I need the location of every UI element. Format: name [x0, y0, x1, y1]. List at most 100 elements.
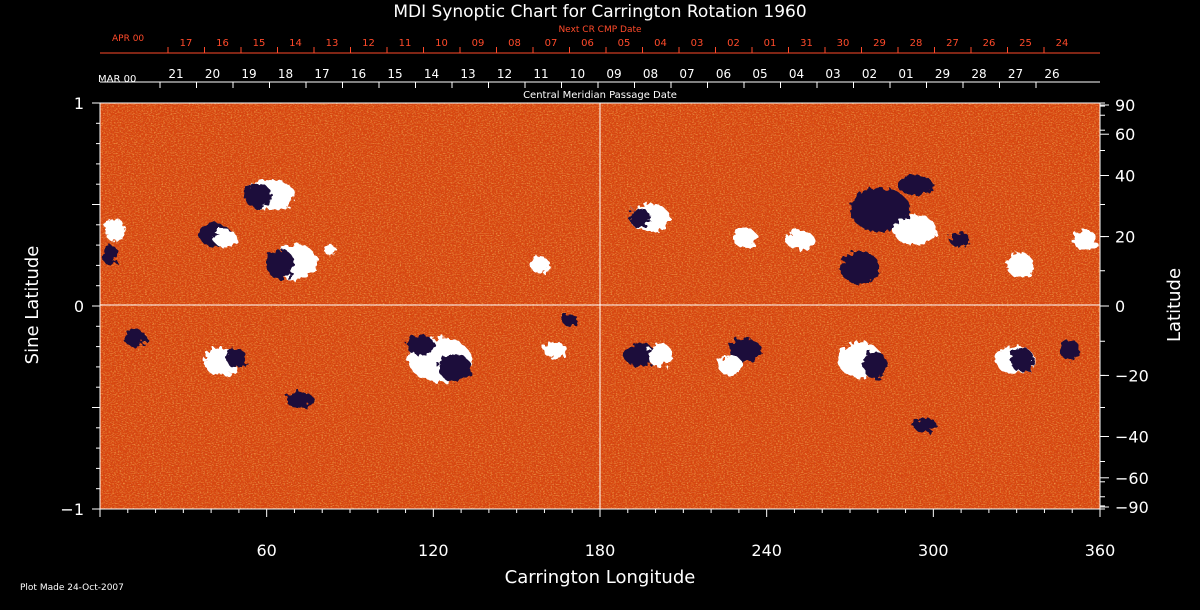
- cmp-date-label: 11: [533, 67, 548, 81]
- x-tick-label: 360: [1085, 541, 1116, 560]
- y-right-tick-label: 20: [1115, 228, 1135, 247]
- next-cr-date-label: 29: [873, 38, 886, 49]
- magnetic-region: [439, 354, 471, 382]
- y-right-tick-label: 90: [1115, 96, 1135, 115]
- magnetic-region: [729, 338, 761, 362]
- next-cr-date-label: 07: [545, 38, 558, 49]
- magnetic-region: [226, 348, 246, 368]
- sine-latitude-axis: 1 0 −1: [60, 94, 100, 519]
- magnetic-region: [648, 343, 672, 367]
- right-axis-title: Latitude: [1164, 268, 1185, 342]
- next-cr-date-label: 09: [472, 38, 485, 49]
- magnetic-region: [897, 175, 933, 195]
- cmp-date-label: 26: [1044, 67, 1059, 81]
- x-tick-label: 300: [918, 541, 949, 560]
- next-cr-date-label: 15: [253, 38, 266, 49]
- next-cr-start-label: APR 00: [112, 34, 144, 44]
- chart-title: MDI Synoptic Chart for Carrington Rotati…: [393, 2, 806, 22]
- magnetic-region: [1073, 230, 1097, 250]
- next-cr-date-label: 01: [764, 38, 777, 49]
- cmp-date-label: 04: [789, 67, 804, 81]
- x-tick-label: 240: [751, 541, 782, 560]
- next-cr-date-label: 03: [691, 38, 704, 49]
- magnetic-region: [1060, 340, 1080, 360]
- magnetic-region: [543, 342, 567, 358]
- cmp-date-label: 06: [716, 67, 731, 81]
- next-cr-date-label: 10: [435, 38, 448, 49]
- cmp-axis-label: Central Meridian Passage Date: [523, 90, 677, 101]
- x-tick-label: 120: [418, 541, 449, 560]
- cmp-start-label: MAR 00: [98, 74, 136, 85]
- y-left-tick-label: 0: [74, 297, 84, 316]
- next-cr-date-label: 24: [1056, 38, 1069, 49]
- next-cr-date-label: 27: [946, 38, 959, 49]
- magnetic-region: [624, 343, 656, 367]
- cmp-date-axis: MAR 00 21 20 19 18 17 16 15 14 13 12 11 10 09 08 07 06 05…: [98, 67, 1100, 88]
- magnetic-region: [1010, 348, 1034, 372]
- magnetic-region: [123, 330, 147, 346]
- next-cr-date-label: 13: [326, 38, 339, 49]
- next-cr-date-label: 25: [1019, 38, 1032, 49]
- cmp-date-label: 20: [205, 67, 220, 81]
- y-right-tick-label: −20: [1115, 366, 1149, 385]
- cmp-date-label: 17: [314, 67, 329, 81]
- cmp-date-label: 13: [460, 67, 475, 81]
- next-cr-axis: APR 00 17 16 15 14 13 12 11 10 09 08 07 06 05 04 03 02 01…: [100, 34, 1100, 54]
- x-tick-label: 60: [256, 541, 276, 560]
- magnetic-region: [530, 257, 550, 273]
- y-right-tick-label: −40: [1115, 427, 1149, 446]
- magnetic-region: [840, 252, 880, 284]
- next-cr-date-label: 26: [983, 38, 996, 49]
- next-cr-date-label: 06: [581, 38, 594, 49]
- next-cr-date-label: 17: [180, 38, 193, 49]
- cmp-date-label: 01: [898, 67, 913, 81]
- x-tick-label: 180: [585, 541, 616, 560]
- next-cr-date-label: 16: [216, 38, 229, 49]
- plot-made-note: Plot Made 24-Oct-2007: [20, 583, 124, 593]
- magnetic-region: [406, 335, 434, 355]
- magnetic-region: [105, 218, 125, 242]
- y-right-tick-label: −90: [1115, 498, 1149, 517]
- cmp-date-label: 28: [971, 67, 986, 81]
- magnetic-region: [1006, 253, 1034, 277]
- cmp-date-label: 12: [497, 67, 512, 81]
- y-right-tick-label: 0: [1115, 297, 1125, 316]
- next-cr-date-label: 31: [800, 38, 813, 49]
- next-cr-axis-label: Next CR CMP Date: [558, 25, 642, 35]
- magnetic-region: [718, 355, 742, 375]
- cmp-date-label: 18: [278, 67, 293, 81]
- magnetic-region: [863, 351, 887, 379]
- magnetic-region: [286, 392, 314, 408]
- cmp-date-label: 19: [241, 67, 256, 81]
- next-cr-date-label: 30: [837, 38, 850, 49]
- magnetic-region: [324, 245, 336, 255]
- latitude-axis: 90 60 40 20 0 −20 −40 −60 −90: [1100, 96, 1149, 517]
- x-axis-title: Carrington Longitude: [505, 567, 696, 588]
- magnetic-region: [733, 228, 757, 248]
- cmp-date-label: 27: [1008, 67, 1023, 81]
- magnetic-region: [786, 230, 814, 250]
- cmp-date-label: 03: [825, 67, 840, 81]
- next-cr-date-label: 14: [289, 38, 302, 49]
- y-right-tick-label: 40: [1115, 167, 1135, 186]
- next-cr-date-label: 28: [910, 38, 923, 49]
- cmp-date-label: 08: [643, 67, 658, 81]
- cmp-date-label: 16: [351, 67, 366, 81]
- magnetic-region: [893, 215, 937, 245]
- magnetic-region: [630, 208, 650, 228]
- y-right-tick-label: −60: [1115, 469, 1149, 488]
- next-cr-date-label: 08: [508, 38, 521, 49]
- next-cr-date-label: 05: [618, 38, 631, 49]
- cmp-date-label: 29: [935, 67, 950, 81]
- magnetic-region: [850, 188, 910, 232]
- magnetic-region: [102, 245, 118, 265]
- y-left-tick-label: −1: [60, 500, 84, 519]
- magnetic-region: [562, 314, 578, 326]
- cmp-date-label: 15: [387, 67, 402, 81]
- cmp-date-label: 07: [679, 67, 694, 81]
- next-cr-date-label: 12: [362, 38, 375, 49]
- active-regions: [102, 175, 1097, 432]
- left-axis-title: Sine Latitude: [22, 246, 43, 365]
- magnetic-region: [266, 249, 294, 279]
